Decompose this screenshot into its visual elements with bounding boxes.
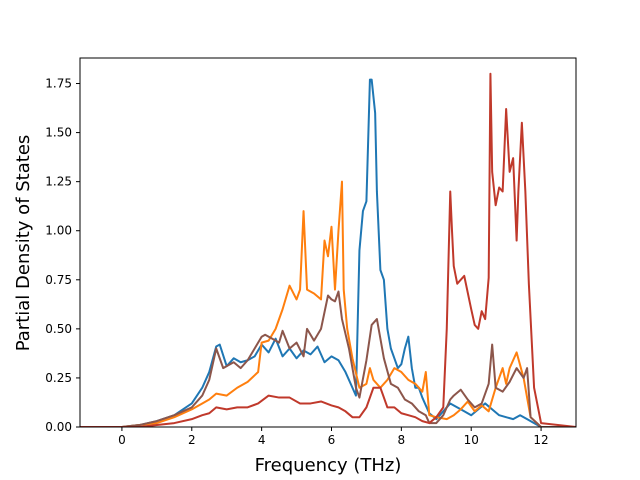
x-axis-label: Frequency (THz): [255, 455, 402, 476]
y-tick-label: 0.75: [45, 273, 72, 287]
axes-layer: 0 2 4 6 8 10 12 0.00 0.25 0.50 0.75 1.00 1.25 1.50 1.7…: [45, 57, 577, 447]
plot-frame: [79, 57, 577, 428]
y-tick-label: 1.00: [45, 224, 72, 238]
y-tick-label: 0.25: [45, 371, 72, 385]
series-line-2: [80, 180, 576, 427]
y-tick-label: 1.75: [45, 77, 72, 91]
series-line-3: [80, 290, 576, 427]
x-tick-label: 10: [464, 433, 479, 447]
series-layer: [80, 72, 576, 427]
x-tick-label: 12: [533, 433, 548, 447]
y-tick-label: 1.25: [45, 175, 72, 189]
y-tick-label: 0.00: [45, 420, 72, 434]
series-line-1: [80, 78, 576, 427]
x-tick-label: 0: [118, 433, 126, 447]
y-tick-label: 1.50: [45, 126, 72, 140]
x-tick-label: 4: [258, 433, 266, 447]
y-axis-label: Partial Density of States: [13, 135, 34, 352]
x-tick-label: 8: [398, 433, 406, 447]
y-tick-label: 0.50: [45, 322, 72, 336]
x-tick-label: 6: [328, 433, 336, 447]
series-line-4: [80, 72, 576, 427]
x-tick-label: 2: [188, 433, 196, 447]
